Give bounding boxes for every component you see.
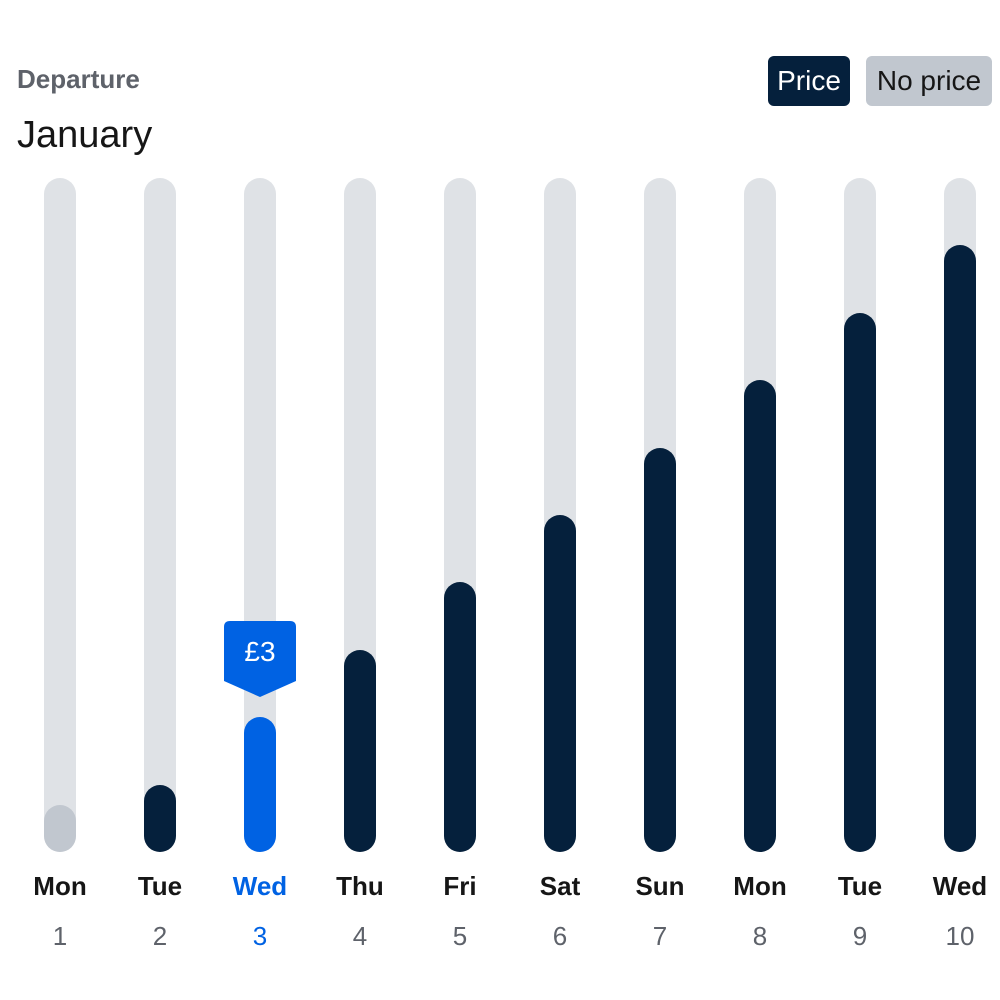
weekday-label: Tue xyxy=(138,871,182,901)
weekday-label: Mon xyxy=(733,871,786,901)
legend-price: Price xyxy=(768,56,850,106)
price-tooltip xyxy=(224,621,296,697)
day-bar-2[interactable] xyxy=(144,785,176,852)
weekday-label: Sun xyxy=(635,871,684,901)
date-label: 10 xyxy=(946,921,975,951)
month-title: January xyxy=(17,114,153,156)
date-label: 3 xyxy=(253,921,267,951)
date-label: 9 xyxy=(853,921,867,951)
day-bar-4[interactable] xyxy=(344,650,376,852)
price-tooltip-label: £3 xyxy=(244,636,275,667)
date-label: 2 xyxy=(153,921,167,951)
day-bar-10[interactable] xyxy=(944,245,976,852)
date-label: 6 xyxy=(553,921,567,951)
day-bar-7[interactable] xyxy=(644,448,676,852)
departure-label: Departure xyxy=(17,64,140,94)
day-track-2[interactable] xyxy=(144,178,176,852)
day-bar-9[interactable] xyxy=(844,313,876,852)
date-label: 8 xyxy=(753,921,767,951)
day-bar-6[interactable] xyxy=(544,515,576,852)
day-bar-3[interactable] xyxy=(244,717,276,852)
weekday-label: Tue xyxy=(838,871,882,901)
weekday-label: Wed xyxy=(933,871,987,901)
day-track-1[interactable] xyxy=(44,178,76,852)
weekday-label: Thu xyxy=(336,871,384,901)
weekday-label: Fri xyxy=(443,871,476,901)
day-bar-8[interactable] xyxy=(744,380,776,852)
date-label: 7 xyxy=(653,921,667,951)
day-bar-1[interactable] xyxy=(44,805,76,852)
day-bar-5[interactable] xyxy=(444,582,476,852)
weekday-label: Mon xyxy=(33,871,86,901)
date-label: 1 xyxy=(53,921,67,951)
weekday-label: Wed xyxy=(233,871,287,901)
legend-no-price: No price xyxy=(866,56,992,106)
date-label: 5 xyxy=(453,921,467,951)
weekday-label: Sat xyxy=(540,871,581,901)
date-label: 4 xyxy=(353,921,367,951)
